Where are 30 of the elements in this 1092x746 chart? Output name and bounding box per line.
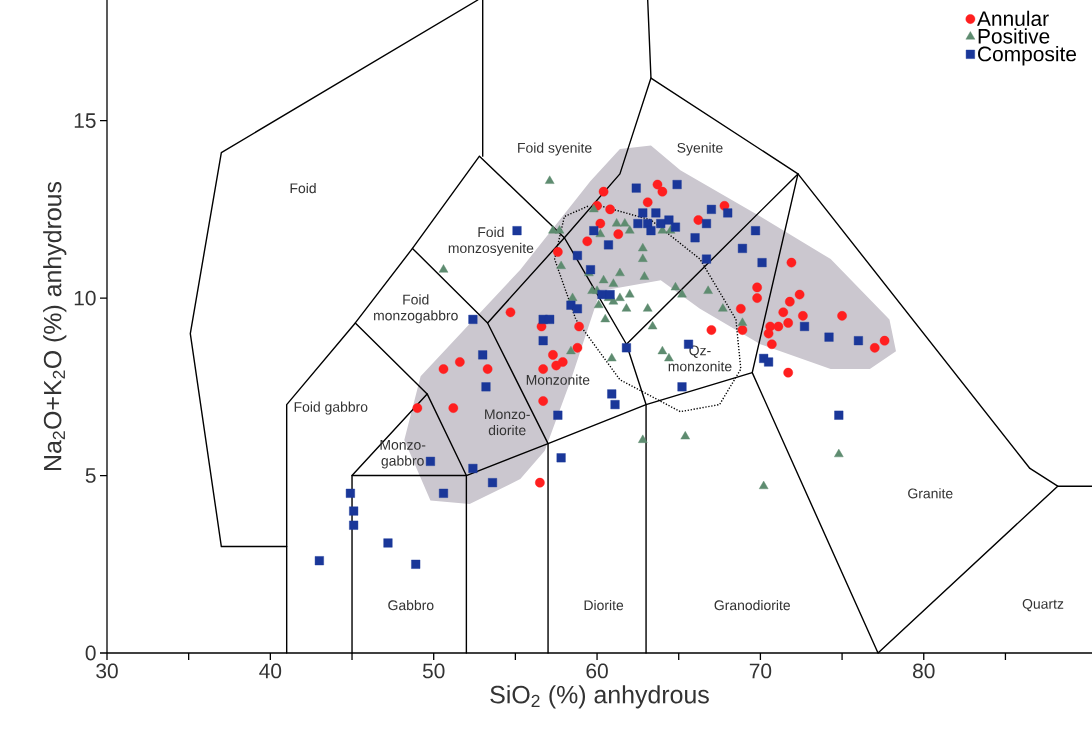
annotation: Foid syenite — [518, 142, 592, 156]
legend-label: Annular — [977, 10, 1049, 27]
x-tick-label: 40 — [259, 663, 282, 679]
annotation: Foid monzogabbro — [374, 294, 458, 324]
x-tick-label: 50 — [422, 663, 445, 679]
y-tick-label: 0 — [85, 645, 96, 661]
annotation: Granodiorite — [714, 599, 790, 611]
y-tick-label: 10 — [74, 290, 96, 306]
x-tick-label: 80 — [913, 663, 935, 679]
annotation: Monzo-diorite — [485, 409, 530, 436]
annotation: Monzonite — [526, 374, 590, 385]
annotation: Quartz — [1022, 598, 1064, 612]
annotation: Granite — [908, 488, 953, 499]
y-axis-title: Na$_{2}$O+K$_{2}$O (%) anhydrous — [43, 181, 67, 470]
legend-label: Positive — [978, 28, 1050, 44]
annotation: Syenite — [677, 142, 723, 156]
x-tick-label: 30 — [96, 663, 118, 679]
y-tick-label: 5 — [85, 468, 96, 483]
annotation: Foid — [290, 182, 316, 194]
annotation: Foid gabbro — [294, 401, 368, 415]
legend-label: Composite — [978, 45, 1077, 66]
annotation: Gabbro — [388, 599, 434, 611]
x-axis-title: SiO$_{2}$ (%) anhydrous — [490, 685, 709, 709]
y-tick-label: 15 — [74, 113, 96, 128]
annotation: Qz-monzonite — [668, 345, 732, 372]
x-tick-label: 60 — [586, 663, 608, 679]
annotation: Monzo-gabbro — [380, 440, 426, 469]
annotation: Foid monzosyenite — [448, 226, 534, 256]
annotation: Diorite — [584, 599, 624, 611]
x-tick-label: 70 — [749, 663, 772, 679]
